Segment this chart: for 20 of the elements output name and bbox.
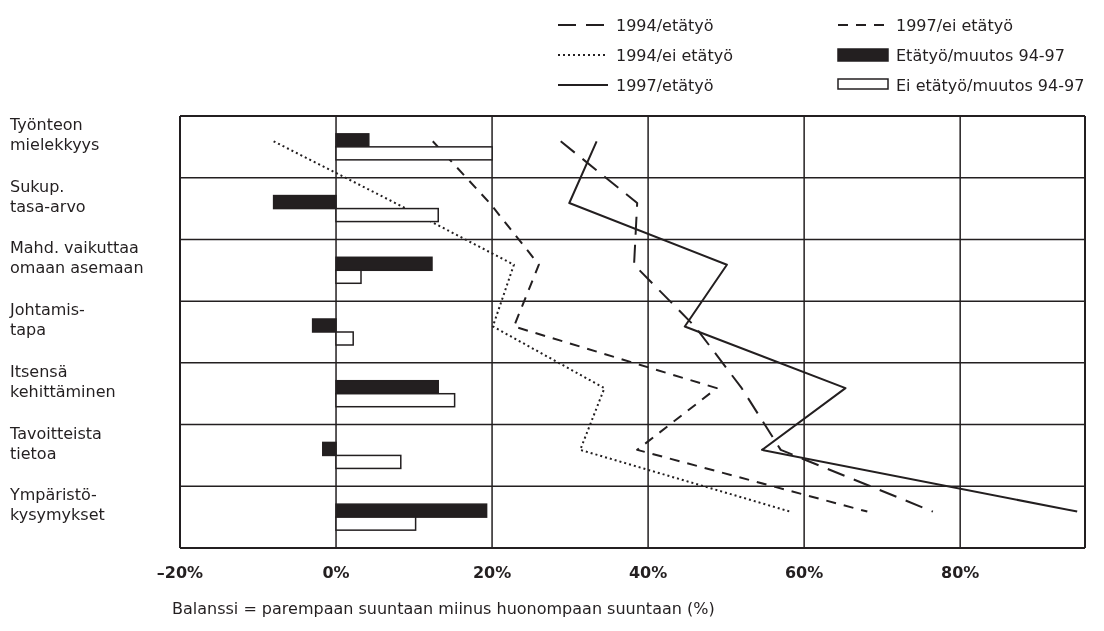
- legend-label: Etätyö/muutos 94-97: [896, 46, 1065, 65]
- y-tick-label: Sukup. tasa-arvo: [10, 176, 86, 216]
- y-tick-label: Itsensä kehittäminen: [10, 361, 116, 401]
- legend-label: 1994/etätyö: [616, 16, 714, 35]
- y-tick-label: Ympäristö- kysymykset: [9, 485, 105, 525]
- x-tick-label: 60%: [784, 563, 824, 582]
- x-axis-title: Balanssi = parempaan suuntaan miinus huonompaan suuntaan (%): [172, 599, 715, 618]
- legend-label: 1997/etätyö: [616, 76, 714, 95]
- x-tick-label: 40%: [628, 563, 668, 582]
- legend-label: 1994/ei etätyö: [616, 46, 733, 65]
- x-tick-label: –20%: [156, 563, 204, 582]
- y-tick-label: Johtamis- tapa: [9, 300, 85, 340]
- legend-label: 1997/ei etätyö: [896, 16, 1013, 35]
- y-tick-label: Työnteon mielekkyys: [9, 115, 100, 154]
- y-tick-label: Mahd. vaikuttaa omaan asemaan: [10, 238, 144, 278]
- x-tick-label: 0%: [322, 563, 350, 582]
- x-tick-label: 80%: [941, 563, 980, 582]
- legend-label: Ei etätyö/muutos 94-97: [896, 76, 1085, 95]
- x-tick-label: 20%: [472, 563, 512, 582]
- y-tick-label: Tavoitteista tietoa: [9, 423, 102, 463]
